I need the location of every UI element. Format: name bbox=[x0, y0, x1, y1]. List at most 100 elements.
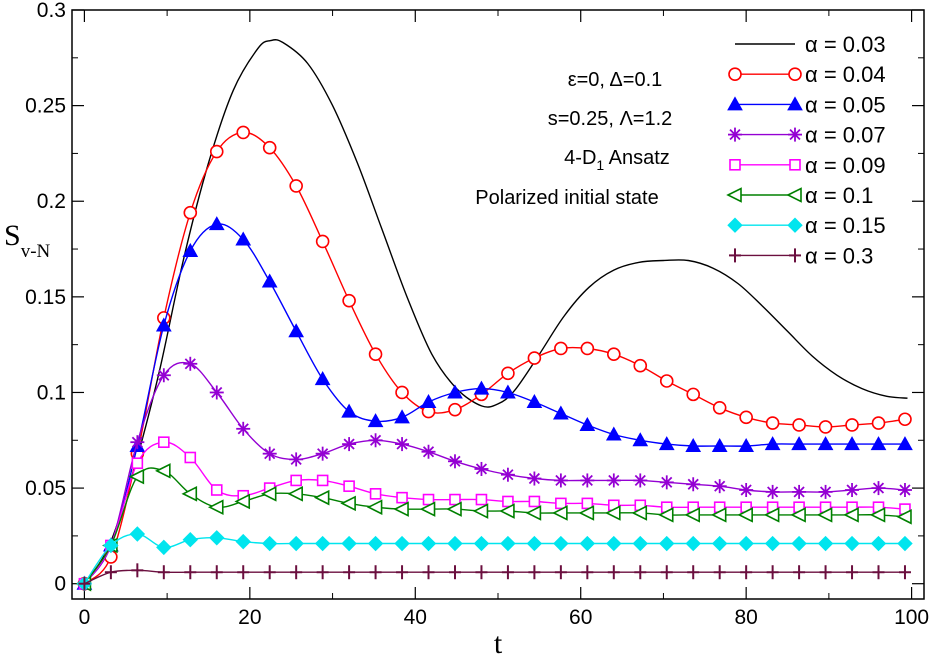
data-point bbox=[316, 565, 329, 580]
data-point bbox=[395, 385, 409, 400]
data-point bbox=[552, 505, 568, 521]
data-point bbox=[606, 535, 622, 552]
data-point bbox=[684, 507, 701, 523]
star-stroke bbox=[608, 474, 620, 487]
data-point bbox=[554, 565, 567, 580]
data-point bbox=[367, 413, 384, 428]
data-point bbox=[790, 507, 806, 523]
data-point bbox=[473, 380, 490, 395]
x-tick-label: 80 bbox=[734, 606, 757, 629]
data-point bbox=[288, 323, 305, 338]
data-point bbox=[157, 565, 170, 580]
data-point bbox=[209, 385, 224, 400]
data-point bbox=[368, 347, 383, 362]
data-point bbox=[528, 495, 541, 508]
x-tick-label: 20 bbox=[238, 606, 261, 629]
data-point bbox=[633, 473, 648, 488]
series-line bbox=[83, 223, 905, 585]
data-point bbox=[738, 535, 754, 552]
data-point bbox=[369, 488, 382, 500]
data-point bbox=[817, 535, 834, 552]
data-point bbox=[607, 347, 621, 362]
legend-entry-2: α = 0.05 bbox=[727, 92, 886, 117]
data-point bbox=[581, 497, 594, 510]
data-point bbox=[632, 535, 648, 552]
series-5 bbox=[75, 463, 912, 592]
data-point bbox=[766, 565, 779, 580]
star-stroke bbox=[714, 480, 726, 492]
data-point bbox=[527, 351, 542, 365]
data-point bbox=[448, 402, 462, 417]
data-point bbox=[316, 474, 329, 487]
series-7 bbox=[78, 563, 911, 591]
data-point bbox=[447, 454, 462, 469]
data-point bbox=[289, 452, 304, 467]
legend-entry-4: α = 0.09 bbox=[729, 153, 886, 178]
star-stroke bbox=[237, 423, 249, 435]
data-point bbox=[446, 501, 462, 517]
data-point bbox=[290, 474, 302, 487]
data-point bbox=[579, 416, 596, 431]
star-stroke bbox=[264, 448, 276, 460]
star-stroke bbox=[740, 484, 752, 496]
data-point bbox=[131, 563, 144, 578]
data-point bbox=[738, 437, 755, 453]
data-point bbox=[737, 507, 753, 523]
data-point bbox=[263, 565, 276, 580]
series-line bbox=[84, 569, 905, 585]
star-stroke bbox=[475, 463, 488, 475]
series-0 bbox=[83, 39, 908, 585]
data-point bbox=[871, 416, 886, 430]
data-point bbox=[764, 535, 781, 552]
data-point bbox=[183, 356, 198, 371]
star-stroke bbox=[634, 474, 646, 487]
legend-marker bbox=[787, 96, 803, 111]
data-point bbox=[129, 526, 146, 542]
x-tick-label: 100 bbox=[894, 606, 929, 629]
data-point bbox=[235, 231, 252, 246]
legend-marker bbox=[728, 127, 742, 142]
data-point bbox=[447, 384, 463, 399]
data-point bbox=[420, 394, 437, 409]
y-tick-label: 0.2 bbox=[37, 190, 66, 213]
data-point bbox=[659, 475, 674, 490]
data-point bbox=[473, 535, 490, 552]
legend-marker bbox=[788, 67, 802, 81]
legend-entry-0: α = 0.03 bbox=[735, 32, 886, 57]
data-point bbox=[289, 179, 303, 193]
star-stroke bbox=[449, 455, 461, 467]
data-point bbox=[764, 436, 781, 451]
data-point bbox=[818, 484, 833, 499]
data-point bbox=[607, 565, 620, 580]
series-line bbox=[83, 361, 906, 585]
star-stroke bbox=[369, 434, 382, 446]
star-stroke bbox=[872, 482, 885, 494]
axes: 0 20 40 60 80 100 0 0.05 0.1 0.15 0.2 0.25 0.3 bbox=[25, 0, 929, 629]
data-point bbox=[686, 387, 701, 402]
data-point bbox=[579, 535, 596, 552]
data-point bbox=[710, 507, 727, 523]
data-point bbox=[155, 317, 172, 332]
data-point bbox=[500, 467, 515, 482]
data-point bbox=[343, 565, 356, 580]
data-point bbox=[395, 437, 410, 452]
data-point bbox=[501, 366, 515, 381]
legend-label: α = 0.15 bbox=[805, 213, 886, 238]
legend-marker bbox=[789, 248, 801, 263]
data-point bbox=[553, 473, 568, 488]
y-tick-label: 0.05 bbox=[25, 477, 66, 500]
data-point bbox=[155, 463, 171, 479]
data-point bbox=[341, 535, 357, 552]
data-point bbox=[870, 535, 887, 552]
data-point bbox=[819, 565, 832, 580]
data-point bbox=[846, 565, 859, 580]
star-stroke bbox=[555, 474, 567, 487]
data-point bbox=[580, 341, 595, 356]
y-axis-title-main: S bbox=[4, 219, 21, 252]
data-point bbox=[686, 477, 701, 492]
data-point bbox=[659, 374, 674, 388]
data-point bbox=[658, 436, 675, 451]
legend-marker bbox=[787, 217, 803, 233]
data-point bbox=[103, 537, 119, 554]
legend-marker bbox=[788, 127, 802, 142]
